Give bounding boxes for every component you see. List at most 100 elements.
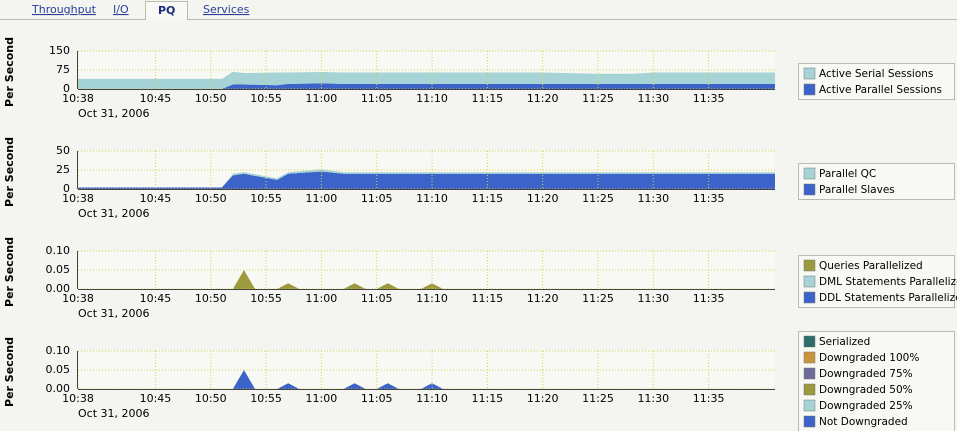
legend-label: Parallel QC <box>819 168 876 180</box>
legend-label: Downgraded 25% <box>819 400 913 412</box>
legend-label: Parallel Slaves <box>819 184 895 196</box>
area <box>78 169 775 188</box>
x-tick-label: 11:05 <box>361 392 393 405</box>
y-tick-label: 0.10 <box>46 244 71 257</box>
x-tick-label: 10:55 <box>250 292 282 305</box>
x-tick-label: 10:38 <box>62 92 94 105</box>
x-tick-label: 11:00 <box>306 292 338 305</box>
x-tick-label: 11:20 <box>527 192 559 205</box>
legend-label: DML Statements Parallelized <box>819 276 957 288</box>
tab[interactable]: I/O <box>113 3 129 16</box>
area <box>78 71 775 89</box>
legend-swatch <box>803 259 816 272</box>
x-tick-label: 11:10 <box>416 292 448 305</box>
x-tick-label: 11:00 <box>306 392 338 405</box>
x-tick-label: 10:38 <box>62 392 94 405</box>
y-tick-label: 0 <box>63 182 70 195</box>
tab-selected[interactable]: PQ <box>158 4 175 17</box>
x-tick-label: 11:35 <box>693 292 725 305</box>
x-tick-label: 10:50 <box>195 292 227 305</box>
legend-label: Serialized <box>819 336 870 348</box>
legend-swatch <box>803 291 816 304</box>
y-tick-label: 0.00 <box>46 282 71 295</box>
x-tick-label: 11:15 <box>471 292 503 305</box>
area <box>78 171 775 189</box>
date-label: Oct 31, 2006 <box>78 107 150 120</box>
legend-box <box>798 255 955 308</box>
x-tick-label: 11:20 <box>527 392 559 405</box>
legend-swatch <box>803 415 816 428</box>
y-tick-label: 0.00 <box>46 382 71 395</box>
y-axis-label: Per Second <box>3 237 16 307</box>
chart: 0.00 0.05 0.10 10:38 10:45 10:50 10:55 11:00 11:… <box>3 237 957 320</box>
x-tick-label: 10:38 <box>62 292 94 305</box>
x-tick-label: 11:35 <box>693 392 725 405</box>
tab-selected-box <box>145 1 188 20</box>
x-tick-label: 10:45 <box>140 392 172 405</box>
x-tick-label: 11:30 <box>637 192 669 205</box>
y-axis-label: Per Second <box>3 137 16 207</box>
area <box>78 83 775 89</box>
legend-label: Downgraded 100% <box>819 352 919 364</box>
x-tick-label: 11:05 <box>361 192 393 205</box>
y-axis-label: Per Second <box>3 337 16 407</box>
x-tick-label: 10:45 <box>140 292 172 305</box>
legend-swatch <box>803 67 816 80</box>
x-tick-label: 11:15 <box>471 92 503 105</box>
y-tick-label: 0 <box>63 82 70 95</box>
legend-label: DDL Statements Parallelized <box>819 292 957 304</box>
x-tick-label: 11:15 <box>471 192 503 205</box>
x-tick-label: 11:25 <box>582 192 614 205</box>
legend-label: Active Parallel Sessions <box>819 84 942 96</box>
x-tick-label: 11:25 <box>582 392 614 405</box>
y-tick-label: 0.10 <box>46 344 71 357</box>
x-tick-label: 11:10 <box>416 192 448 205</box>
y-axis-label: Per Second <box>3 37 16 107</box>
legend-box <box>798 63 955 100</box>
legend-swatch <box>803 275 816 288</box>
x-tick-label: 10:55 <box>250 92 282 105</box>
legend-box <box>798 331 955 431</box>
x-tick-label: 11:10 <box>416 392 448 405</box>
x-tick-label: 11:25 <box>582 292 614 305</box>
tab[interactable]: Throughput <box>31 3 97 16</box>
legend-label: Downgraded 75% <box>819 368 913 380</box>
x-tick-label: 10:45 <box>140 192 172 205</box>
x-tick-label: 11:20 <box>527 292 559 305</box>
x-tick-label: 10:45 <box>140 92 172 105</box>
y-tick-label: 50 <box>56 144 70 157</box>
x-tick-label: 11:30 <box>637 292 669 305</box>
x-tick-label: 11:25 <box>582 92 614 105</box>
x-tick-label: 10:50 <box>195 392 227 405</box>
legend-swatch <box>803 399 816 412</box>
x-tick-label: 10:50 <box>195 192 227 205</box>
legend-swatch <box>803 83 816 96</box>
y-tick-label: 0.05 <box>46 263 71 276</box>
x-tick-label: 11:05 <box>361 292 393 305</box>
legend-label: Queries Parallelized <box>819 260 923 272</box>
x-tick-label: 11:35 <box>693 192 725 205</box>
tab-bar: Throughput I/O PQ Services <box>0 1 957 20</box>
chart: 0 75 150 10:38 10:45 10:50 10:55 11:00 11:05 11:1… <box>3 37 955 120</box>
x-tick-label: 11:05 <box>361 92 393 105</box>
legend-swatch <box>803 351 816 364</box>
date-label: Oct 31, 2006 <box>78 407 150 420</box>
tab[interactable]: Services <box>203 3 250 16</box>
date-label: Oct 31, 2006 <box>78 307 150 320</box>
x-tick-label: 11:30 <box>637 392 669 405</box>
y-tick-label: 0.05 <box>46 363 71 376</box>
legend-swatch <box>803 183 816 196</box>
legend-label: Not Downgraded <box>819 416 908 428</box>
date-label: Oct 31, 2006 <box>78 207 150 220</box>
x-tick-label: 10:50 <box>195 92 227 105</box>
x-tick-label: 10:55 <box>250 192 282 205</box>
legend-swatch <box>803 367 816 380</box>
chart: 0.00 0.05 0.10 10:38 10:45 10:50 10:55 11:00 11:… <box>3 331 955 431</box>
x-tick-label: 10:38 <box>62 192 94 205</box>
legend-box <box>798 163 955 200</box>
legend-swatch <box>803 335 816 348</box>
y-tick-label: 75 <box>56 63 70 76</box>
x-tick-label: 11:20 <box>527 92 559 105</box>
